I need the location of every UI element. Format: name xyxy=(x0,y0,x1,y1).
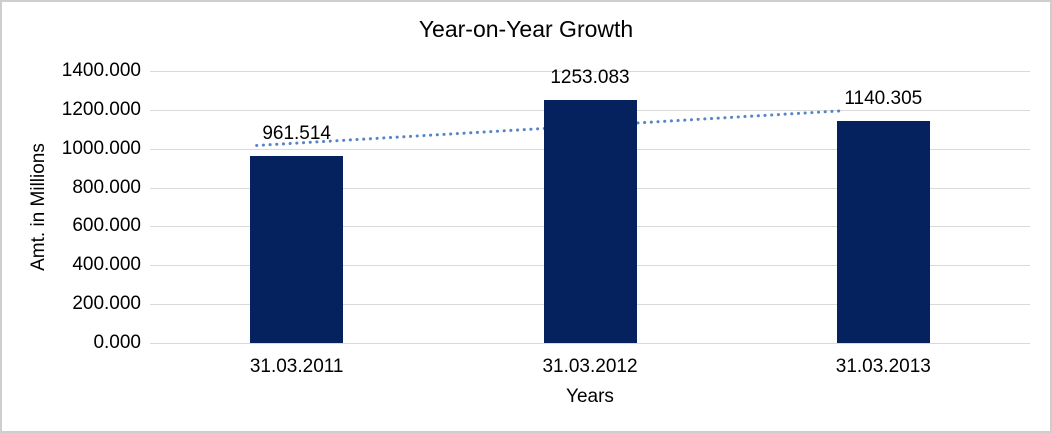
y-axis-tick-label: 1400.000 xyxy=(61,60,141,81)
y-axis-tick-label: 600.000 xyxy=(72,215,141,237)
bar-value-label: 1253.083 xyxy=(550,66,630,88)
y-axis-tick-label: 1000.000 xyxy=(61,137,141,159)
x-axis-tick-label: 31.03.2012 xyxy=(542,356,638,377)
x-axis-tick-label: 31.03.2011 xyxy=(249,356,344,377)
x-axis-tick-label: 31.03.2013 xyxy=(835,356,931,377)
bar xyxy=(250,156,344,343)
y-axis-tick-label: 1200.000 xyxy=(61,98,141,120)
bar-value-label: 961.514 xyxy=(262,123,331,145)
plot-area: 961.514 1253.083 1140.305 xyxy=(150,67,1030,344)
y-axis-tick-labels: 0.000 200.000 400.000 600.000 800.000 1000.00… xyxy=(2,2,141,431)
y-axis-tick-label: 0.000 xyxy=(93,332,141,353)
x-axis-tick-labels: 31.03.2011 31.03.2012 31.03.2013 xyxy=(150,356,1030,380)
x-axis-title: Years xyxy=(566,386,614,407)
gridline xyxy=(150,343,1030,344)
chart-title: Year-on-Year Growth xyxy=(418,16,634,42)
y-axis-tick-label: 200.000 xyxy=(72,293,141,315)
y-axis-tick-label: 800.000 xyxy=(72,176,141,198)
bar xyxy=(836,121,930,343)
bar xyxy=(543,99,637,343)
gridline xyxy=(150,71,1030,72)
bar-value-label: 1140.305 xyxy=(844,88,923,110)
y-axis-tick-label: 400.000 xyxy=(72,254,141,276)
